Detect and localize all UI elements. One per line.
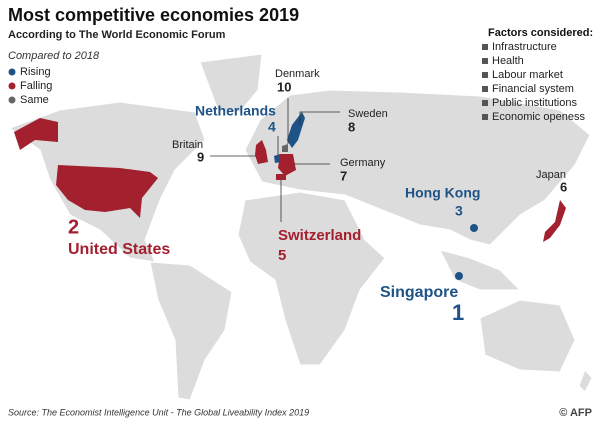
japan-shape: [543, 200, 566, 242]
legend-dot: [8, 68, 16, 76]
country-rank: 3: [455, 203, 463, 219]
world-map: [8, 53, 593, 401]
title: Most competitive economies 2019: [8, 5, 299, 25]
us-alaska: [14, 118, 58, 150]
factor-bullet: [482, 100, 488, 106]
factor-label: Labour market: [492, 69, 563, 81]
country-rank: 5: [278, 247, 286, 264]
factor-label: Economic openess: [492, 111, 585, 123]
sweden-shape: [287, 112, 305, 148]
southeast-asia: [439, 249, 522, 291]
country-name: Germany: [340, 157, 386, 169]
leader-lines: [210, 98, 340, 222]
africa: [237, 191, 386, 366]
britain-shape: [255, 140, 268, 164]
credit: © AFP: [559, 407, 592, 419]
legend-dot: [8, 96, 16, 104]
factor-bullet: [482, 86, 488, 92]
legend-dot: [8, 82, 16, 90]
country-rank: 2: [68, 216, 79, 238]
source: Source: The Economist Intelligence Unit …: [8, 407, 309, 417]
legend-label: Rising: [20, 66, 51, 78]
country-rank: 6: [560, 179, 567, 194]
factor-label: Public institutions: [492, 97, 577, 109]
legend: Rising Falling Same: [8, 66, 52, 106]
germany-shape: [278, 154, 296, 176]
factors-list: Infrastructure Health Labour market Financi…: [482, 41, 585, 123]
factor-bullet: [482, 44, 488, 50]
country-name: Singapore: [380, 284, 458, 301]
us-mainland: [56, 165, 158, 218]
australia: [479, 299, 576, 373]
singapore-dot: [455, 272, 463, 280]
country-rank: 4: [268, 119, 276, 135]
south-america: [149, 261, 233, 401]
factor-label: Financial system: [492, 83, 574, 95]
highlighted-countries: [14, 112, 566, 280]
leader: [299, 111, 340, 125]
country-name: Japan: [536, 169, 566, 181]
country-name: Sweden: [348, 108, 388, 120]
switzerland-shape: [276, 174, 286, 180]
country-rank: 10: [277, 79, 291, 94]
eurasia: [244, 89, 591, 246]
country-rank: 1: [452, 300, 464, 325]
legend-label: Falling: [20, 80, 52, 92]
country-name: Denmark: [275, 68, 320, 80]
denmark-shape: [282, 144, 288, 152]
greenland: [199, 53, 263, 113]
country-rank: 7: [340, 168, 347, 183]
factor-bullet: [482, 72, 488, 78]
factor-label: Health: [492, 55, 524, 67]
subtitle: According to The World Economic Forum: [8, 29, 226, 41]
factors-title: Factors considered:: [488, 27, 593, 39]
country-name: Hong Kong: [405, 185, 480, 201]
country-name: United States: [68, 241, 170, 258]
new-zealand: [578, 369, 593, 393]
factor-label: Infrastructure: [492, 41, 557, 53]
legend-title: Compared to 2018: [8, 50, 100, 62]
factor-bullet: [482, 114, 488, 120]
country-rank: 8: [348, 119, 355, 134]
legend-label: Same: [20, 94, 49, 106]
country-name: Netherlands: [195, 103, 276, 119]
country-name: Switzerland: [278, 227, 361, 244]
factor-bullet: [482, 58, 488, 64]
country-rank: 9: [197, 149, 204, 164]
country-name: Britain: [172, 139, 203, 151]
hong-kong-dot: [470, 224, 478, 232]
